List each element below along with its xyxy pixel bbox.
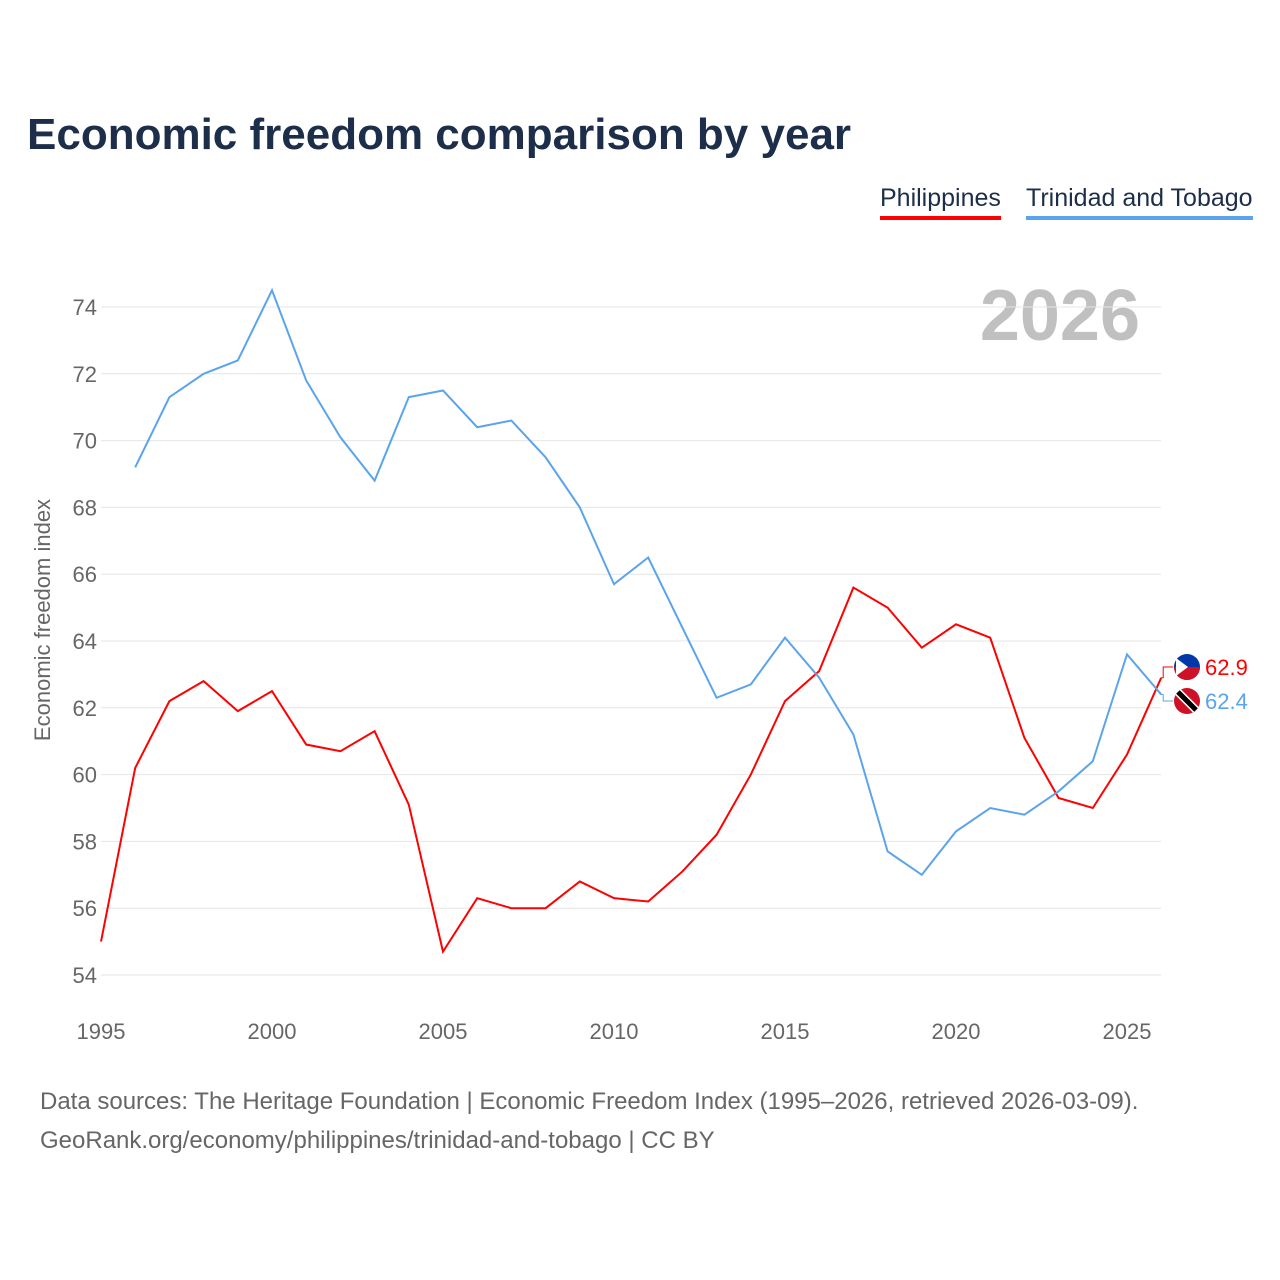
x-tick-label: 2000 [248, 1019, 297, 1044]
end-connector [1161, 666, 1174, 679]
year-watermark: 2026 [980, 276, 1140, 356]
legend-item-trinidad-and-tobago[interactable]: Trinidad and Tobago [1026, 184, 1253, 220]
end-value-label: 62.4 [1205, 689, 1248, 714]
series-line-0 [100, 586, 1163, 955]
x-tick-label: 1995 [77, 1019, 126, 1044]
y-tick-label: 56 [73, 896, 97, 921]
flag-band [1176, 690, 1198, 712]
flag-triangle [1176, 658, 1188, 676]
y-axis-label: Economic freedom index [30, 499, 55, 741]
x-tick-label: 2015 [761, 1019, 810, 1044]
footer-sources: Data sources: The Heritage Foundation | … [40, 1088, 1139, 1115]
y-tick-label: 62 [73, 696, 97, 721]
end-connector [1161, 693, 1174, 702]
x-tick-label: 2025 [1103, 1019, 1152, 1044]
footer-attribution[interactable]: GeoRank.org/economy/philippines/trinidad… [40, 1127, 715, 1154]
y-tick-label: 58 [73, 829, 97, 854]
y-tick-label: 66 [73, 562, 97, 587]
y-tick-label: 70 [73, 429, 97, 454]
y-tick-label: 64 [73, 629, 97, 654]
y-tick-label: 68 [73, 495, 97, 520]
x-tick-label: 2010 [590, 1019, 639, 1044]
end-value-label: 62.9 [1205, 655, 1248, 680]
x-tick-label: 2020 [932, 1019, 981, 1044]
y-tick-label: 74 [73, 295, 97, 320]
y-tick-label: 60 [73, 763, 97, 788]
legend-item-philippines[interactable]: Philippines [880, 184, 1001, 220]
series-line-1 [134, 287, 1162, 877]
x-tick-label: 2005 [419, 1019, 468, 1044]
y-tick-label: 54 [73, 963, 97, 988]
chart-title: Economic freedom comparison by year [27, 110, 852, 159]
y-tick-label: 72 [73, 362, 97, 387]
